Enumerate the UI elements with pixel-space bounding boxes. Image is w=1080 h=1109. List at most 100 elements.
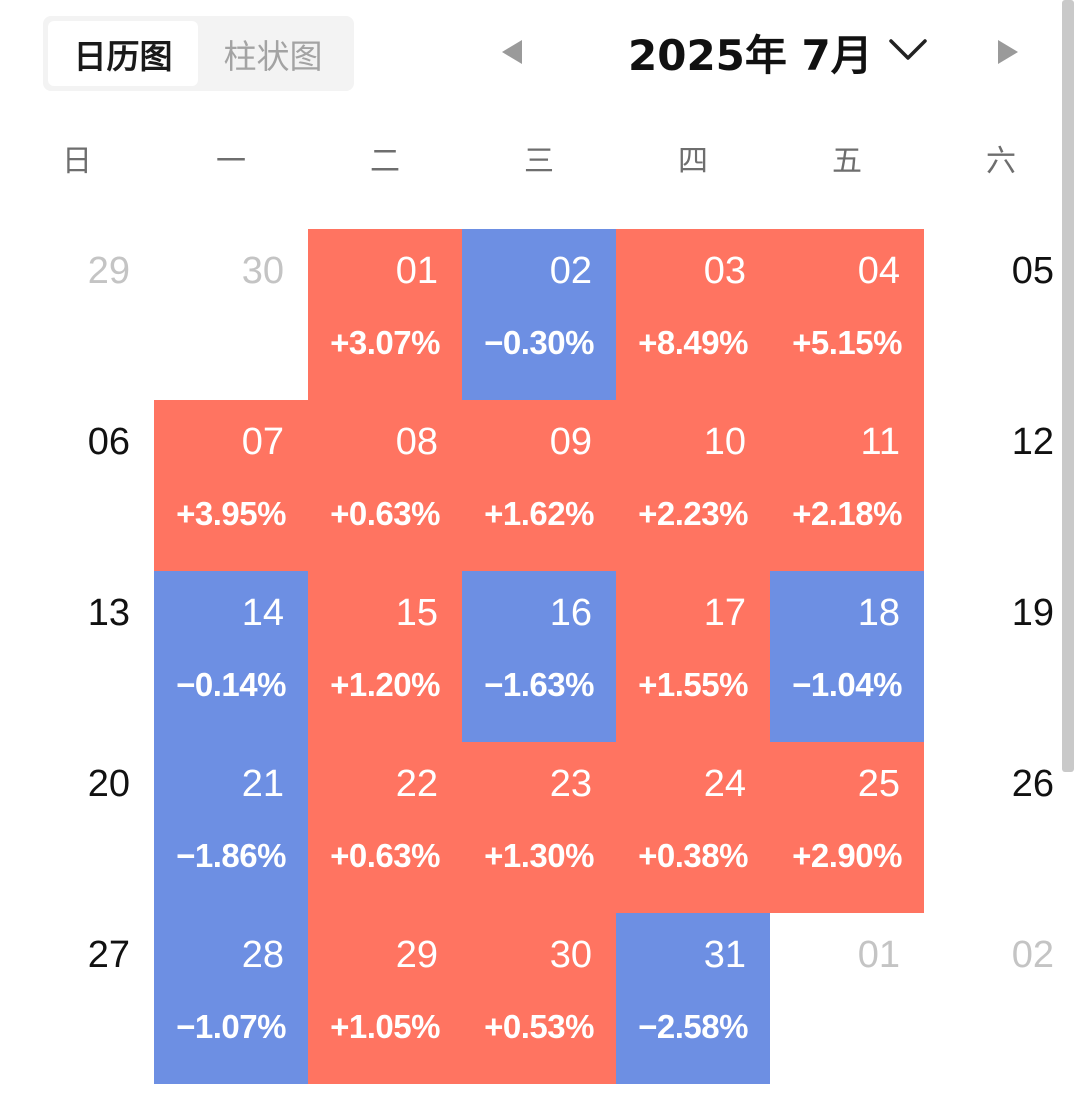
caret-right-icon[interactable] xyxy=(998,40,1018,64)
calendar-day-cell[interactable]: 10 +2.23% xyxy=(616,400,770,571)
day-number: 04 xyxy=(857,250,900,292)
day-change-percent: +1.55% xyxy=(638,666,748,703)
weekday-label: 日 xyxy=(62,144,92,179)
day-number: 14 xyxy=(241,592,284,634)
calendar-day-cell[interactable]: 18 −1.04% xyxy=(770,571,924,742)
day-number: 28 xyxy=(241,934,284,976)
calendar-day-cell[interactable]: 14 −0.14% xyxy=(154,571,308,742)
weekday-label: 四 xyxy=(678,144,708,179)
calendar-day-cell[interactable]: 03 +8.49% xyxy=(616,229,770,400)
day-change-percent: +0.63% xyxy=(330,495,440,532)
day-number: 23 xyxy=(549,763,592,805)
calendar-day-empty: 19 xyxy=(924,571,1078,742)
calendar-day-cell[interactable]: 09 +1.62% xyxy=(462,400,616,571)
calendar-day-cell[interactable]: 11 +2.18% xyxy=(770,400,924,571)
calendar-day-cell[interactable]: 25 +2.90% xyxy=(770,742,924,913)
day-number: 03 xyxy=(703,250,746,292)
day-change-percent: +2.23% xyxy=(638,495,748,532)
weekday-label: 五 xyxy=(832,144,862,179)
calendar-day-cell[interactable]: 24 +0.38% xyxy=(616,742,770,913)
day-number: 07 xyxy=(241,421,284,463)
chevron-down-icon[interactable] xyxy=(886,34,930,64)
day-change-percent: −2.58% xyxy=(638,1008,748,1045)
day-number: 10 xyxy=(703,421,746,463)
calendar-day-empty: 29 xyxy=(0,229,154,400)
day-change-percent: +2.18% xyxy=(792,495,902,532)
day-number: 02 xyxy=(1011,934,1054,976)
day-number: 26 xyxy=(1011,763,1054,805)
day-change-percent: −0.14% xyxy=(176,666,286,703)
day-number: 18 xyxy=(857,592,900,634)
day-change-percent: +0.38% xyxy=(638,837,748,874)
day-change-percent: −1.04% xyxy=(792,666,902,703)
day-number: 13 xyxy=(87,592,130,634)
calendar-day-empty: 06 xyxy=(0,400,154,571)
calendar-day-empty: 20 xyxy=(0,742,154,913)
day-number: 16 xyxy=(549,592,592,634)
day-number: 19 xyxy=(1011,592,1054,634)
calendar-day-cell[interactable]: 22 +0.63% xyxy=(308,742,462,913)
day-change-percent: +1.62% xyxy=(484,495,594,532)
weekday-label: 三 xyxy=(524,144,554,179)
weekday-label: 六 xyxy=(986,144,1016,179)
calendar-day-empty: 30 xyxy=(154,229,308,400)
weekday-label: 一 xyxy=(216,144,246,179)
day-number: 15 xyxy=(395,592,438,634)
day-number: 24 xyxy=(703,763,746,805)
day-number: 29 xyxy=(87,250,130,292)
calendar-day-empty: 27 xyxy=(0,913,154,1084)
day-number: 30 xyxy=(241,250,284,292)
day-number: 25 xyxy=(857,763,900,805)
day-number: 11 xyxy=(860,421,900,463)
calendar-day-cell[interactable]: 01 +3.07% xyxy=(308,229,462,400)
calendar-day-cell[interactable]: 15 +1.20% xyxy=(308,571,462,742)
day-number: 20 xyxy=(87,763,130,805)
day-number: 21 xyxy=(241,763,284,805)
day-number: 27 xyxy=(87,934,130,976)
day-change-percent: +1.05% xyxy=(330,1008,440,1045)
calendar-day-cell[interactable]: 17 +1.55% xyxy=(616,571,770,742)
calendar-day-cell[interactable]: 30 +0.53% xyxy=(462,913,616,1084)
calendar-day-cell[interactable]: 08 +0.63% xyxy=(308,400,462,571)
day-number: 01 xyxy=(857,934,900,976)
day-change-percent: +0.63% xyxy=(330,837,440,874)
weekday-label: 二 xyxy=(370,144,400,179)
calendar-day-cell[interactable]: 31 −2.58% xyxy=(616,913,770,1084)
day-number: 30 xyxy=(549,934,592,976)
day-number: 31 xyxy=(703,934,746,976)
calendar-day-empty: 26 xyxy=(924,742,1078,913)
calendar-day-cell[interactable]: 21 −1.86% xyxy=(154,742,308,913)
day-number: 17 xyxy=(703,592,746,634)
day-number: 22 xyxy=(395,763,438,805)
day-change-percent: +8.49% xyxy=(638,324,748,361)
calendar-day-cell[interactable]: 28 −1.07% xyxy=(154,913,308,1084)
scrollbar[interactable] xyxy=(1062,0,1074,772)
caret-left-icon[interactable] xyxy=(502,40,522,64)
calendar-day-cell[interactable]: 04 +5.15% xyxy=(770,229,924,400)
calendar-day-empty: 12 xyxy=(924,400,1078,571)
day-change-percent: +3.95% xyxy=(176,495,286,532)
calendar-day-empty: 13 xyxy=(0,571,154,742)
day-change-percent: +1.20% xyxy=(330,666,440,703)
day-change-percent: +5.15% xyxy=(792,324,902,361)
day-change-percent: +1.30% xyxy=(484,837,594,874)
day-change-percent: −1.63% xyxy=(484,666,594,703)
day-number: 05 xyxy=(1011,250,1054,292)
calendar-day-cell[interactable]: 07 +3.95% xyxy=(154,400,308,571)
calendar-day-cell[interactable]: 16 −1.63% xyxy=(462,571,616,742)
calendar-day-empty: 05 xyxy=(924,229,1078,400)
calendar-day-cell[interactable]: 23 +1.30% xyxy=(462,742,616,913)
calendar-day-empty: 02 xyxy=(924,913,1078,1084)
day-number: 02 xyxy=(549,250,592,292)
calendar-day-cell[interactable]: 02 −0.30% xyxy=(462,229,616,400)
day-number: 06 xyxy=(87,421,130,463)
day-number: 29 xyxy=(395,934,438,976)
day-number: 12 xyxy=(1011,421,1054,463)
view-tabs: 日历图 柱状图 xyxy=(43,16,354,91)
tab-calendar[interactable]: 日历图 xyxy=(48,21,198,86)
day-change-percent: +3.07% xyxy=(330,324,440,361)
month-title: 2025年 7月 xyxy=(628,31,873,80)
tab-bar-chart[interactable]: 柱状图 xyxy=(223,36,323,76)
day-number: 01 xyxy=(395,250,438,292)
calendar-day-cell[interactable]: 29 +1.05% xyxy=(308,913,462,1084)
